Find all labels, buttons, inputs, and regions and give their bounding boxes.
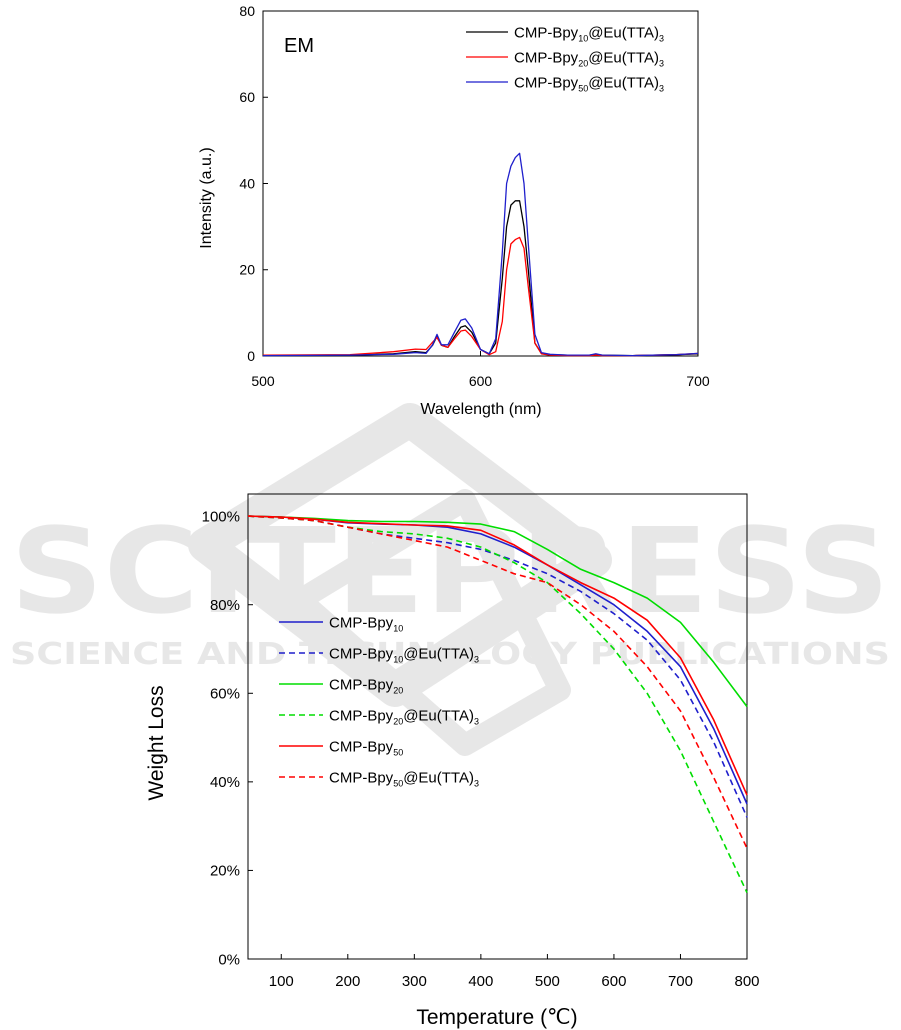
legend-label-5: CMP-Bpy50 [329, 738, 403, 757]
legend-label-3: CMP-Bpy20 [329, 676, 403, 695]
emission-x-axis-label: Wavelength (nm) [420, 401, 541, 418]
emission-series [262, 152, 699, 357]
y-tick-label: 60 [239, 89, 255, 105]
x-tick-label: 700 [686, 373, 710, 389]
y-tick-label: 0 [247, 348, 255, 364]
weight-loss-ticks: 100 200 300 400 500 600 700 800 0% 20% 40% 60% 80% 10… [202, 508, 760, 990]
legend-label-2: CMP-Bpy10@Eu(TTA)3 [329, 645, 479, 664]
legend-label-2: CMP-Bpy20@Eu(TTA)3 [514, 49, 664, 68]
weight-loss-chart: 100 200 300 400 500 600 700 800 0% 20% 40% 60% 80% 10… [145, 493, 760, 1029]
series-line-5 [247, 515, 748, 796]
emission-legend: CMP-Bpy10@Eu(TTA)3 CMP-Bpy20@Eu(TTA)3 CMP-… [466, 24, 664, 93]
x-tick-label: 600 [469, 373, 493, 389]
watermark-main-text: SCITEPRESS [10, 502, 890, 640]
x-tick-label: 300 [402, 973, 427, 990]
x-tick-label: 700 [668, 973, 693, 990]
legend-label-3: CMP-Bpy50@Eu(TTA)3 [514, 74, 664, 93]
weight-loss-y-axis-label: Weight Loss [145, 685, 168, 800]
x-tick-label: 400 [468, 973, 493, 990]
y-tick-label: 20 [239, 262, 255, 278]
emission-ticks: 500 600 700 0 20 40 60 80 [239, 3, 709, 389]
y-tick-label: 80% [210, 597, 240, 614]
series-line-1 [263, 200, 699, 357]
watermark-sub-text: SCIENCE AND TECHNOLOGY PUBLICATIONS [10, 637, 890, 672]
y-tick-label: 40 [239, 175, 255, 191]
x-tick-label: 500 [535, 973, 560, 990]
x-tick-label: 600 [601, 973, 626, 990]
y-tick-label: 20% [210, 863, 240, 880]
series-line-3 [262, 152, 699, 357]
x-tick-label: 500 [251, 373, 275, 389]
y-tick-label: 0% [218, 951, 240, 968]
series-line-2 [262, 236, 699, 357]
legend-label-6: CMP-Bpy50@Eu(TTA)3 [329, 769, 479, 788]
legend-label-1: CMP-Bpy10 [329, 614, 403, 633]
y-tick-label: 80 [239, 3, 255, 19]
weight-loss-plot-frame [247, 493, 748, 960]
x-tick-label: 200 [335, 973, 360, 990]
weight-loss-legend: CMP-Bpy10 CMP-Bpy10@Eu(TTA)3 CMP-Bpy20 CMP-… [279, 614, 479, 788]
emission-annotation: EM [284, 35, 314, 57]
emission-chart: 500 600 700 0 20 40 60 80 EM Wavelength (nm) In… [198, 3, 710, 418]
x-tick-label: 100 [269, 973, 294, 990]
watermark: SCITEPRESS SCIENCE AND TECHNOLOGY PUBLIC… [10, 403, 890, 756]
series-line-6 [247, 515, 748, 849]
series-line-3 [247, 515, 748, 708]
weight-loss-x-axis-label: Temperature (℃) [416, 1006, 577, 1029]
y-tick-label: 40% [210, 774, 240, 791]
legend-label-1: CMP-Bpy10@Eu(TTA)3 [514, 24, 664, 43]
legend-label-4: CMP-Bpy20@Eu(TTA)3 [329, 707, 479, 726]
weight-loss-series [247, 515, 748, 893]
emission-y-axis-label: Intensity (a.u.) [198, 147, 215, 248]
y-tick-label: 100% [202, 508, 240, 525]
y-tick-label: 60% [210, 686, 240, 703]
x-tick-label: 800 [734, 973, 759, 990]
